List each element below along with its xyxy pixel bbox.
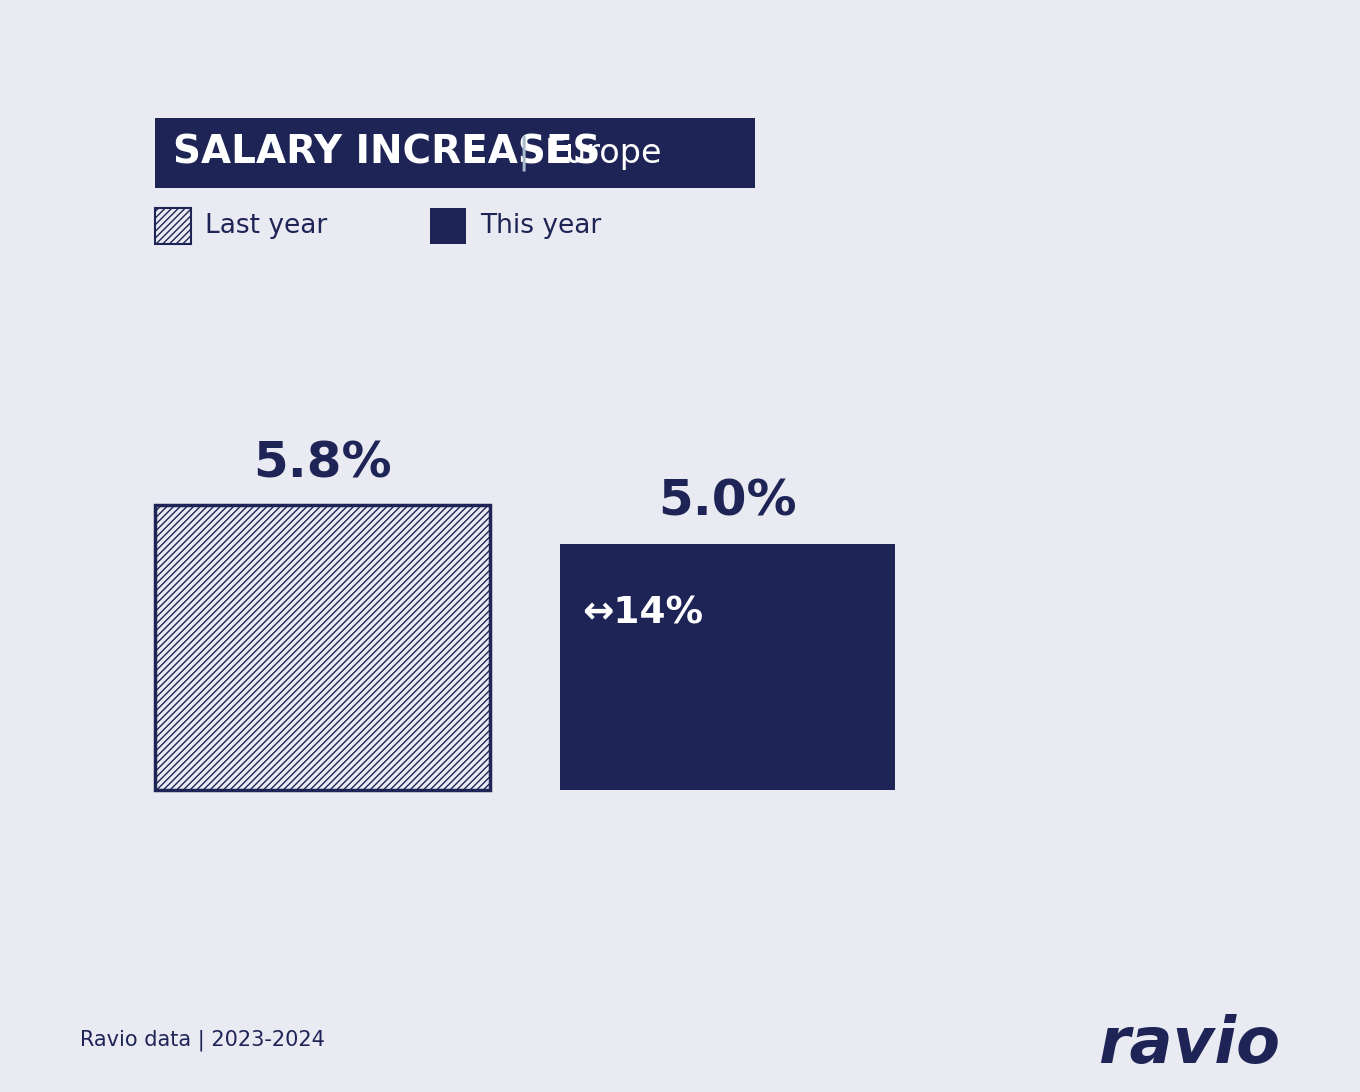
Bar <box>560 544 895 790</box>
Bar <box>155 505 490 790</box>
Text: 5.0%: 5.0% <box>658 478 797 526</box>
Text: ↔14%: ↔14% <box>582 596 703 632</box>
Bar <box>155 207 190 244</box>
Text: SALARY INCREASES: SALARY INCREASES <box>173 134 601 173</box>
Text: ravio: ravio <box>1098 1014 1280 1076</box>
Bar <box>155 118 755 188</box>
Text: This year: This year <box>480 213 601 239</box>
Text: |: | <box>517 135 529 170</box>
Text: Europe: Europe <box>545 136 662 169</box>
Text: Ravio data | 2023-2024: Ravio data | 2023-2024 <box>80 1030 325 1051</box>
Bar <box>430 207 466 244</box>
Text: 5.8%: 5.8% <box>253 439 392 487</box>
Text: Last year: Last year <box>205 213 328 239</box>
